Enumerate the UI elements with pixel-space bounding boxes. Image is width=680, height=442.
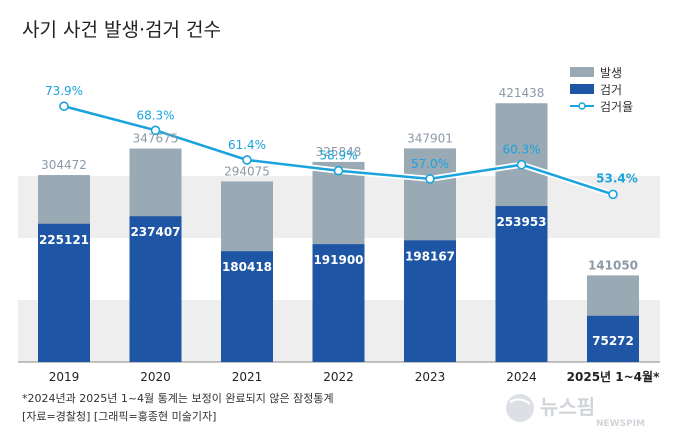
- rate-point: [333, 165, 344, 176]
- legend-swatch-occurrence: [570, 67, 594, 77]
- legend-swatch-arrest: [570, 84, 594, 94]
- logo-globe-stroke: [509, 398, 531, 405]
- arrest-value-label: 198167: [405, 249, 455, 263]
- legend: 발생 검거 검거율: [570, 66, 633, 114]
- arrest-value-label: 180418: [222, 260, 272, 274]
- x-tick-label: 2019: [49, 370, 80, 384]
- bar-arrest: [495, 206, 548, 362]
- source-credit: [자료=경찰청] [그래픽=홍종현 미술기자]: [22, 409, 216, 423]
- bar-arrest: [404, 240, 456, 362]
- bar-arrest: [221, 251, 273, 362]
- x-tick-label: 2024: [506, 370, 537, 384]
- legend-label-occurrence: 발생: [600, 66, 622, 80]
- bar-layer: [38, 103, 639, 363]
- rate-point: [516, 159, 527, 170]
- arrest-value-label: 237407: [130, 225, 180, 239]
- bar-arrest: [587, 315, 639, 362]
- label-layer: 304472 225121 347675 237407 294075 180418 3258…: [39, 84, 638, 348]
- arrest-value-label: 225121: [39, 233, 89, 247]
- x-axis: 2019 2020 2021 2022 2023 2024 2025년 1~4월*: [49, 369, 660, 384]
- occurrence-value-label: 141050: [588, 258, 638, 272]
- rate-point: [608, 189, 618, 200]
- arrest-value-label: 253953: [496, 215, 546, 229]
- logo-subtext: NEWSPIM: [596, 419, 645, 429]
- occurrence-value-label: 294075: [224, 164, 270, 178]
- bar-arrest: [312, 244, 365, 362]
- bar-arrest: [129, 216, 182, 362]
- chart-title: 사기 사건 발생·검거 건수: [22, 19, 221, 41]
- bar-arrest: [38, 223, 90, 362]
- rate-value-label: 61.4%: [228, 138, 266, 152]
- occurrence-value-label: 347901: [407, 131, 453, 145]
- rate-value-label: 60.3%: [502, 143, 540, 157]
- legend-label-rate: 검거율: [600, 100, 633, 114]
- arrest-value-label: 191900: [313, 253, 363, 267]
- rate-value-label: 68.3%: [136, 108, 174, 122]
- rate-point: [59, 101, 69, 112]
- x-tick-label: 2021: [232, 370, 263, 384]
- footnote: *2024년과 2025년 1~4월 통계는 보정이 완료되지 않은 잠정통계: [22, 392, 334, 405]
- logo-wordmark: 뉴스핌: [540, 395, 595, 419]
- x-tick-label: 2025년 1~4월*: [567, 369, 660, 384]
- rate-value-label: 57.0%: [411, 157, 449, 171]
- x-tick-label: 2023: [415, 370, 446, 384]
- occurrence-value-label: 421438: [499, 86, 545, 100]
- rate-point: [242, 155, 252, 165]
- newspim-logo: 뉴스핌 NEWSPIM: [506, 394, 645, 429]
- rate-value-label: 73.9%: [45, 84, 83, 98]
- rate-value-label: 58.9%: [319, 149, 357, 163]
- legend-label-arrest: 검거: [600, 83, 622, 97]
- x-tick-label: 2022: [323, 370, 354, 384]
- rate-value-label: 53.4%: [596, 171, 638, 185]
- logo-globe-icon: [506, 394, 534, 422]
- occurrence-value-label: 304472: [41, 158, 87, 172]
- rate-point: [150, 125, 161, 136]
- occurrence-value-label: 325848: [316, 145, 362, 159]
- occurrence-value-label: 347675: [133, 132, 179, 146]
- x-tick-label: 2020: [140, 370, 171, 384]
- legend-swatch-rate-dot: [578, 102, 586, 110]
- rate-point: [425, 174, 435, 184]
- rate-line-layer: [59, 101, 618, 200]
- arrest-value-label: 75272: [592, 334, 634, 348]
